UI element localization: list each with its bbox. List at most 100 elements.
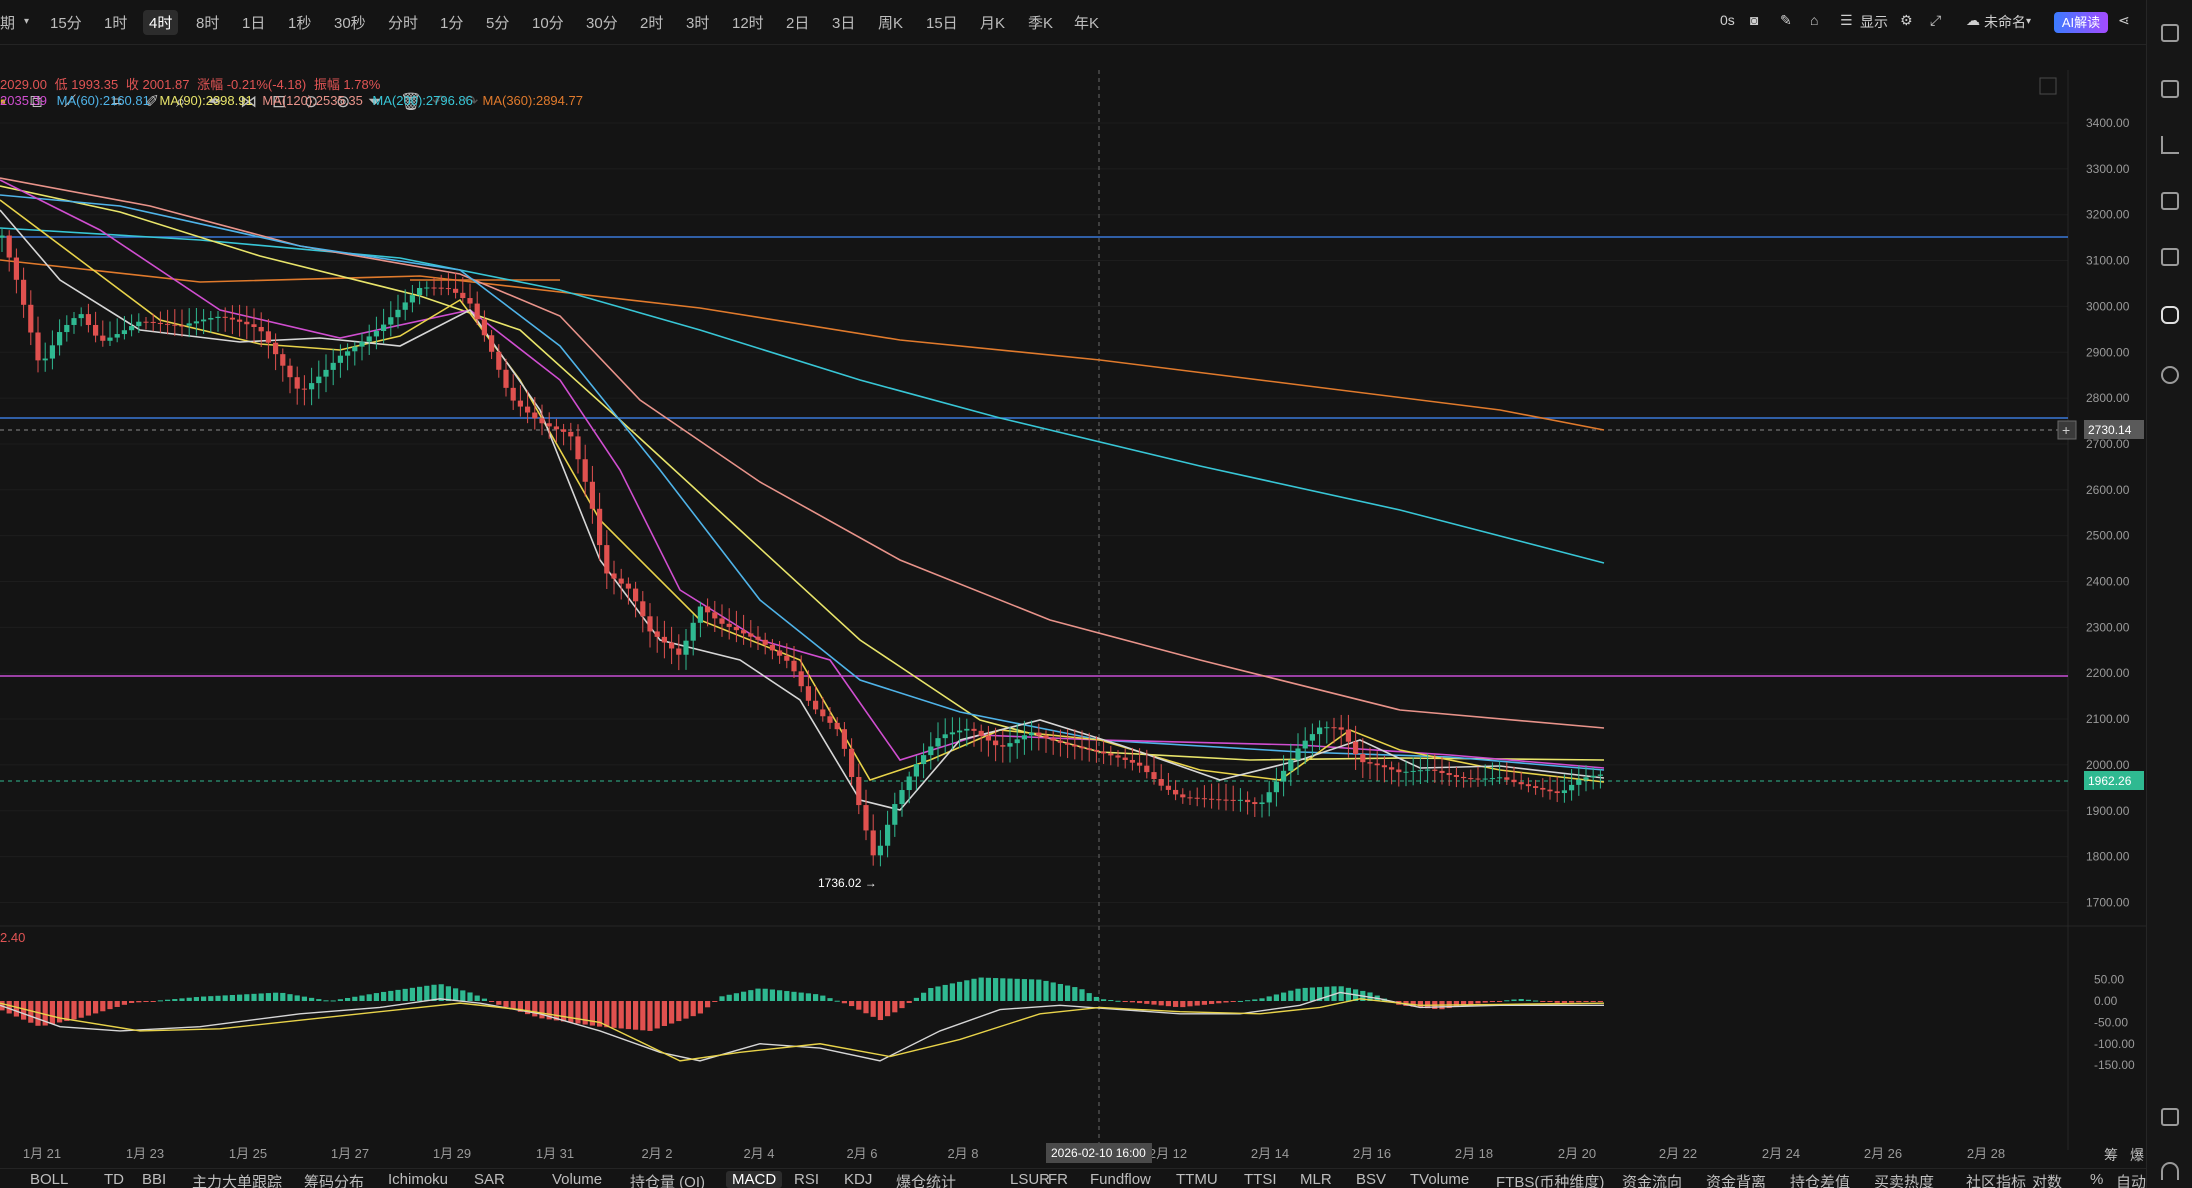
- tf-10min[interactable]: 10分: [532, 15, 564, 32]
- tf-2h[interactable]: 2时: [640, 15, 664, 32]
- indicator-tab-2[interactable]: BBI: [142, 1171, 167, 1188]
- indicator-tab-29[interactable]: 自动: [2116, 1174, 2147, 1188]
- macd-histogram-bar: [525, 1001, 531, 1015]
- ruler-icon[interactable]: ✐: [145, 92, 160, 111]
- indicator-tab-24[interactable]: 持仓差值: [1790, 1174, 1851, 1188]
- redo-icon[interactable]: ↷: [464, 92, 479, 111]
- indicator-tab-28[interactable]: %: [2090, 1171, 2104, 1188]
- tf-1min[interactable]: 1分: [440, 15, 464, 32]
- tag-icon[interactable]: [2161, 80, 2179, 98]
- pattern-icon[interactable]: ⋈: [240, 92, 257, 111]
- bookmark-icon[interactable]: ⌂: [1810, 12, 1819, 28]
- indicator-tab-10[interactable]: RSI: [794, 1171, 820, 1188]
- macd-histogram-bar: [337, 999, 343, 1001]
- chevron-down-icon[interactable]: ▾: [24, 16, 30, 27]
- tf-4h[interactable]: 4时: [143, 10, 179, 35]
- orderbook-icon[interactable]: [2161, 24, 2179, 42]
- tf-1s[interactable]: 1秒: [288, 15, 312, 32]
- indicator-tab-16[interactable]: TTMU: [1176, 1171, 1218, 1188]
- ai-analyze-button[interactable]: AI解读: [2054, 12, 2108, 33]
- camera-icon[interactable]: ◙: [1750, 12, 1759, 28]
- aperture-icon[interactable]: [2161, 366, 2179, 384]
- tf-30min[interactable]: 30分: [586, 15, 618, 32]
- crop-icon[interactable]: ⌗: [112, 92, 122, 111]
- indicator-tab-19[interactable]: BSV: [1356, 1171, 1387, 1188]
- trend-icon[interactable]: [2161, 136, 2179, 154]
- indicator-tab-1[interactable]: TD: [104, 1171, 124, 1188]
- tf-1d[interactable]: 1日: [242, 15, 266, 32]
- headset-icon[interactable]: [2161, 1162, 2179, 1180]
- legend-ma90: MA(90):2398.91: [159, 93, 253, 108]
- macd-histogram-bar: [561, 1001, 567, 1022]
- tf-5min[interactable]: 5分: [486, 15, 510, 32]
- draw-line-icon[interactable]: ⟋: [64, 92, 76, 111]
- tf-week[interactable]: 周K: [878, 15, 904, 32]
- lock-icon[interactable]: ⊡: [272, 92, 287, 111]
- eye-icon[interactable]: ⊙: [304, 92, 319, 111]
- tf-2d[interactable]: 2日: [786, 15, 810, 32]
- tf-month[interactable]: 月K: [980, 15, 1006, 32]
- pen-icon[interactable]: ✎: [1780, 12, 1792, 28]
- chip-icon[interactable]: ▪: [0, 92, 7, 111]
- tf-1h[interactable]: 1时: [104, 15, 128, 32]
- filter-icon[interactable]: ⏷: [368, 92, 382, 111]
- macd-histogram-bar: [978, 977, 984, 1001]
- layout-name-dropdown[interactable]: 未命名: [1984, 14, 2026, 30]
- indicator-tab-9[interactable]: MACD: [726, 1171, 783, 1188]
- tf-30s[interactable]: 30秒: [334, 15, 366, 32]
- indicator-tab-12[interactable]: 爆仓统计: [896, 1174, 957, 1188]
- tf-timeshare[interactable]: 分时: [388, 15, 419, 32]
- indicator-tab-18[interactable]: MLR: [1300, 1171, 1332, 1188]
- magnet-icon[interactable]: ⊚: [336, 92, 351, 111]
- trash-icon[interactable]: 🗑: [400, 92, 422, 111]
- pulse-icon[interactable]: [2161, 192, 2179, 210]
- indicator-tab-6[interactable]: SAR: [474, 1171, 505, 1188]
- indicator-tab-23[interactable]: 资金背离: [1706, 1174, 1767, 1188]
- indicator-tab-22[interactable]: 资金流向: [1622, 1174, 1683, 1188]
- tf-12h[interactable]: 12时: [732, 15, 764, 32]
- indicator-tab-27[interactable]: 对数: [2032, 1174, 2063, 1188]
- indicator-tab-26[interactable]: 社区指标: [1966, 1174, 2027, 1188]
- indicator-tab-4[interactable]: 筹码分布: [304, 1174, 365, 1188]
- tf-3d[interactable]: 3日: [832, 15, 856, 32]
- macd-histogram-bar: [820, 995, 826, 1001]
- tf-period[interactable]: 期: [0, 15, 16, 32]
- indicator-tab-15[interactable]: Fundflow: [1090, 1171, 1151, 1188]
- indicator-tab-3[interactable]: 主力大单跟踪: [192, 1174, 283, 1188]
- brush-icon[interactable]: ✒: [208, 92, 223, 111]
- tf-year[interactable]: 年K: [1074, 15, 1100, 32]
- indicator-tab-17[interactable]: TTSI: [1244, 1171, 1277, 1188]
- tf-3h[interactable]: 3时: [686, 15, 710, 32]
- panel-icon[interactable]: [2161, 1108, 2179, 1126]
- indicator-tab-8[interactable]: 持仓量 (OI): [630, 1174, 705, 1188]
- display-button[interactable]: 显示: [1860, 14, 1888, 30]
- robot-icon[interactable]: [2161, 306, 2179, 324]
- tf-15m[interactable]: 15分: [50, 15, 82, 32]
- settings-icon[interactable]: ⚙: [1900, 12, 1913, 28]
- indicator-tab-14[interactable]: FR: [1048, 1171, 1068, 1188]
- zoom-search-icon[interactable]: ⌕: [176, 92, 186, 111]
- share-icon[interactable]: ⋖: [2118, 12, 2130, 28]
- tf-8h[interactable]: 8时: [196, 15, 220, 32]
- undo-icon[interactable]: ↶: [432, 92, 447, 111]
- indicator-tab-5[interactable]: Ichimoku: [388, 1171, 449, 1188]
- indicator-tab-20[interactable]: TVolume: [1410, 1171, 1470, 1188]
- cloud-icon[interactable]: ☁: [1966, 12, 1980, 28]
- indicator-tab-11[interactable]: KDJ: [844, 1171, 873, 1188]
- display-menu-icon[interactable]: ☰: [1840, 12, 1853, 28]
- wallet-icon[interactable]: [2161, 248, 2179, 266]
- indicator-tab-0[interactable]: BOLL: [30, 1171, 69, 1188]
- indicator-tab-13[interactable]: LSUR: [1010, 1171, 1051, 1188]
- indicator-tab-25[interactable]: 买卖热度: [1874, 1174, 1935, 1188]
- indicator-tab-7[interactable]: Volume: [552, 1171, 603, 1188]
- tf-15d[interactable]: 15日: [926, 15, 958, 32]
- macd-histogram-bar: [1000, 978, 1006, 1001]
- tf-quarter[interactable]: 季K: [1028, 15, 1054, 32]
- price-chart[interactable]: 3400.00 3300.00 3200.00 3100.00 3000.00 2900.…: [0, 0, 2146, 1168]
- candle-body: [359, 341, 365, 347]
- macd-histogram-bar: [1569, 1001, 1575, 1003]
- indicator-icon[interactable]: ⧉: [30, 92, 43, 111]
- fullscreen-icon[interactable]: ⤢: [1930, 12, 1942, 28]
- indicator-tab-21[interactable]: FTBS(币种维度): [1496, 1174, 1605, 1188]
- chevron-down-icon[interactable]: ▾: [2026, 16, 2032, 27]
